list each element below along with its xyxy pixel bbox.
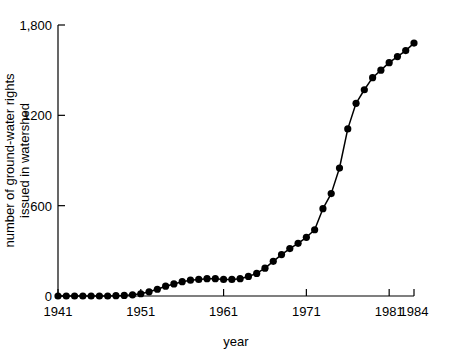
data-point <box>71 292 78 299</box>
y-axis-label: number of ground-water rights <box>2 73 17 248</box>
data-point <box>179 278 186 285</box>
data-point <box>79 292 86 299</box>
data-point <box>294 240 301 247</box>
data-point <box>203 275 210 282</box>
data-point <box>96 292 103 299</box>
y-tick <box>58 205 65 206</box>
data-point <box>311 226 318 233</box>
y-axis <box>57 25 58 296</box>
data-line <box>58 43 414 296</box>
data-point <box>112 292 119 299</box>
x-tick <box>306 289 307 296</box>
x-tick-label: 1951 <box>126 304 155 319</box>
data-point <box>386 59 393 66</box>
data-point <box>344 125 351 132</box>
data-point <box>261 265 268 272</box>
data-point <box>212 275 219 282</box>
x-tick-label: 1984 <box>400 304 429 319</box>
data-point <box>278 251 285 258</box>
y-tick-label: 1,800 <box>19 18 52 33</box>
data-point <box>145 288 152 295</box>
page: {"chart_data": {"type": "line", "xlabel"… <box>0 0 450 360</box>
data-point <box>237 275 244 282</box>
y-tick-label: 0 <box>45 289 52 304</box>
data-point <box>104 292 111 299</box>
x-tick-label: 1961 <box>209 304 238 319</box>
y-axis-label: issued in watershed <box>17 103 32 218</box>
data-point <box>394 53 401 60</box>
x-tick <box>223 289 224 296</box>
data-point <box>195 276 202 283</box>
data-point <box>228 276 235 283</box>
data-point <box>220 276 227 283</box>
data-point <box>88 292 95 299</box>
y-tick <box>58 24 65 25</box>
data-point <box>253 270 260 277</box>
y-tick-label: 600 <box>30 199 52 214</box>
plot-area <box>54 39 417 299</box>
data-point <box>129 291 136 298</box>
chart: 060012001,800194119511961197119811984yea… <box>0 0 450 360</box>
data-point <box>369 74 376 81</box>
data-point <box>162 283 169 290</box>
data-point <box>63 292 70 299</box>
data-point <box>402 47 409 54</box>
data-point <box>361 86 368 93</box>
data-point <box>54 292 61 299</box>
x-tick-label: 1941 <box>44 304 73 319</box>
y-tick <box>58 115 65 116</box>
data-point <box>187 277 194 284</box>
data-point <box>286 245 293 252</box>
data-point <box>352 100 359 107</box>
data-point <box>303 234 310 241</box>
x-tick <box>413 289 414 296</box>
data-point <box>270 258 277 265</box>
data-point <box>328 190 335 197</box>
data-point <box>170 280 177 287</box>
data-point <box>377 67 384 74</box>
data-point <box>137 290 144 297</box>
data-point <box>410 39 417 46</box>
data-point <box>319 205 326 212</box>
data-point <box>245 273 252 280</box>
x-tick-label: 1971 <box>292 304 321 319</box>
data-point <box>121 292 128 299</box>
x-axis-label: year <box>223 334 249 349</box>
data-point <box>154 286 161 293</box>
data-point <box>336 164 343 171</box>
x-tick <box>389 289 390 296</box>
